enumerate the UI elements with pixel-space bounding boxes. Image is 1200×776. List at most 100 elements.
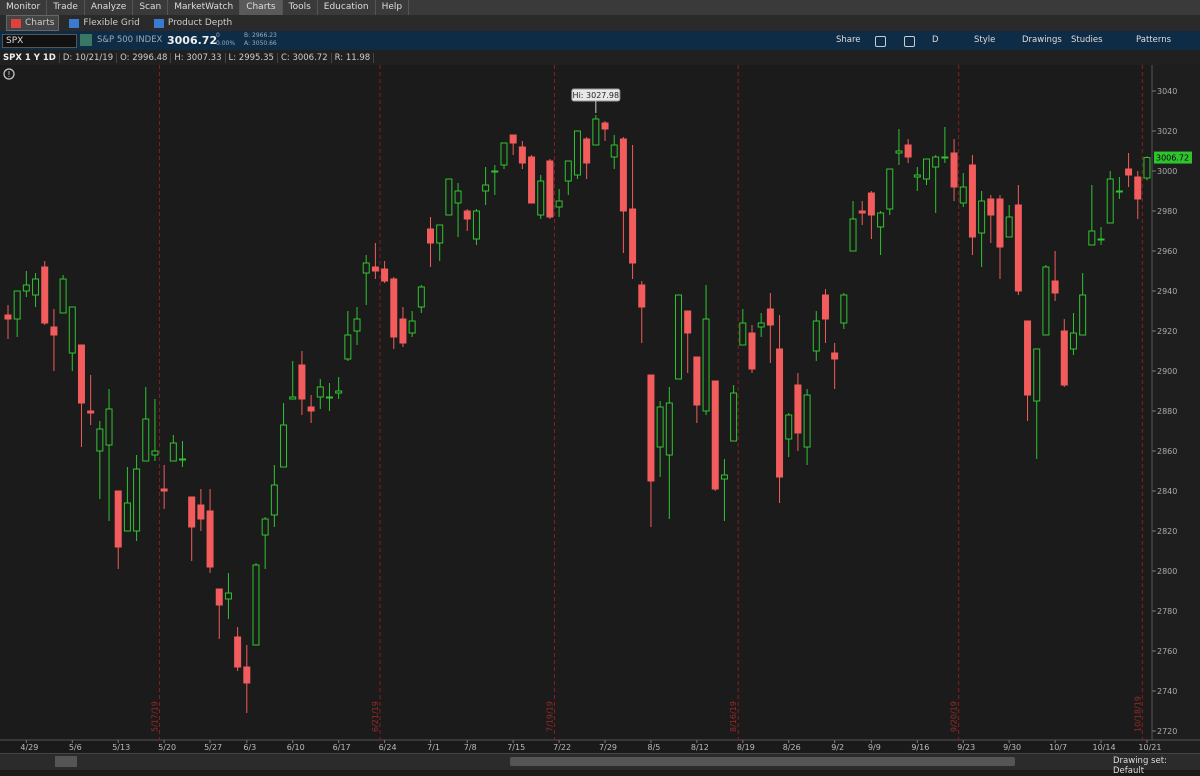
- toolbar-button[interactable]: Patterns: [1136, 35, 1172, 45]
- candle-body: [932, 156, 940, 168]
- menu-item[interactable]: Trade: [47, 0, 85, 15]
- candle-body: [629, 208, 637, 264]
- tab[interactable]: Charts: [6, 15, 60, 31]
- alert-icon[interactable]: [3, 68, 15, 80]
- candle-body: [1051, 280, 1059, 294]
- candle-body: [757, 322, 765, 328]
- candle-body: [289, 396, 297, 400]
- tab[interactable]: Product Depth: [150, 16, 236, 30]
- menu-item[interactable]: MarketWatch: [168, 0, 241, 15]
- candle-body: [41, 266, 49, 324]
- x-tick-label: 4/29: [20, 743, 38, 752]
- toolbar-button[interactable]: Share: [836, 35, 861, 45]
- candle-body: [50, 326, 58, 336]
- x-tick-label: 9/23: [957, 743, 975, 752]
- candle-body: [1033, 348, 1041, 402]
- candle-body: [968, 164, 976, 238]
- last-price-badge: [1154, 151, 1192, 164]
- menu-item[interactable]: Monitor: [0, 0, 48, 15]
- menu-item[interactable]: Charts: [240, 0, 283, 15]
- bid: B: 2966.23: [244, 32, 277, 39]
- candle-body: [1079, 294, 1087, 336]
- candle-body: [720, 474, 728, 480]
- tab-label: Flexible Grid: [83, 18, 140, 28]
- menu-item[interactable]: Education: [318, 0, 376, 15]
- candle-body: [463, 210, 471, 220]
- candle-body: [537, 180, 545, 216]
- symbol-box[interactable]: SPX: [2, 34, 77, 48]
- price-axis-area: [1152, 65, 1200, 753]
- menu-item[interactable]: Tools: [283, 0, 318, 15]
- candle-body: [739, 322, 747, 346]
- candle-body: [436, 224, 444, 244]
- info-field: O: 2996.48: [117, 52, 172, 63]
- annotation: Hi: 3027.98: [573, 91, 620, 100]
- tab[interactable]: Flexible Grid: [65, 16, 143, 30]
- toolbar-buttons: Share D Style Drawings Studies Patterns: [820, 31, 1200, 50]
- tab-label: Product Depth: [167, 18, 233, 28]
- candle-body: [408, 320, 416, 334]
- candle-body: [711, 380, 719, 490]
- menu-item[interactable]: Analyze: [85, 0, 134, 15]
- candle-body: [877, 212, 885, 228]
- candle-body: [684, 310, 692, 334]
- x-tick-label: 5/13: [112, 743, 130, 752]
- candle-body: [592, 118, 600, 146]
- x-tick-label: 7/15: [507, 743, 525, 752]
- toolbar-button[interactable]: Style: [974, 35, 996, 45]
- x-tick-label: 6/17: [333, 743, 351, 752]
- candle-body: [656, 406, 664, 448]
- candle-body: [59, 278, 67, 314]
- info-field: C: 3006.72: [278, 52, 332, 63]
- expiration-label: 5/17/19: [151, 701, 160, 732]
- toolbar-button[interactable]: Drawings: [1022, 35, 1062, 45]
- candle-body: [197, 504, 205, 520]
- candle-body: [1097, 238, 1105, 241]
- info-field: L: 2995.35: [226, 52, 278, 63]
- candle-body: [573, 130, 581, 176]
- candle-body: [1014, 204, 1022, 292]
- candle-body: [22, 284, 30, 292]
- tab-icon: [153, 18, 164, 28]
- candle-body: [335, 390, 343, 394]
- candle-body: [491, 170, 499, 173]
- x-tick-label: 6/24: [379, 743, 397, 752]
- candle-body: [472, 210, 480, 240]
- candle-body: [564, 160, 572, 182]
- x-tick-label: 8/5: [648, 743, 661, 752]
- candle-body: [1024, 320, 1032, 396]
- y-tick-label: 2860: [1157, 447, 1177, 456]
- y-tick-label: 2760: [1157, 647, 1177, 656]
- candle-body: [427, 228, 435, 244]
- candle-body: [417, 286, 425, 308]
- toolbar-button[interactable]: Studies: [1071, 35, 1103, 45]
- y-tick-label: 2720: [1157, 727, 1177, 736]
- ask: A: 3050.66: [244, 40, 277, 47]
- y-tick-label: 2840: [1157, 487, 1177, 496]
- info-bar: SPX 1 Y 1D D: 10/21/19 O: 2996.48 H: 3007.3…: [0, 50, 1200, 66]
- candle-body: [886, 168, 894, 210]
- gear-icon[interactable]: [904, 36, 915, 47]
- collapse-button[interactable]: [55, 756, 77, 767]
- x-tick-label: 9/2: [831, 743, 844, 752]
- candle-body: [362, 262, 370, 274]
- candle-body: [482, 184, 490, 192]
- menu-item[interactable]: Help: [376, 0, 410, 15]
- candle-body: [280, 424, 288, 468]
- tab-icon: [69, 18, 80, 28]
- candle-body: [32, 278, 40, 296]
- info-field: D: 10/21/19: [60, 52, 118, 63]
- candle-body: [399, 318, 407, 344]
- menu-item[interactable]: Scan: [133, 0, 169, 15]
- candle-body: [160, 488, 168, 492]
- candle-body: [978, 200, 986, 234]
- toolbar-button[interactable]: D: [932, 35, 939, 45]
- candle-body: [766, 308, 774, 326]
- scrollbar[interactable]: [510, 757, 1015, 766]
- candle-body: [1134, 176, 1142, 200]
- candle-body: [904, 144, 912, 158]
- flask-icon[interactable]: [875, 36, 886, 47]
- candle-body: [693, 356, 701, 406]
- candle-body: [133, 468, 141, 532]
